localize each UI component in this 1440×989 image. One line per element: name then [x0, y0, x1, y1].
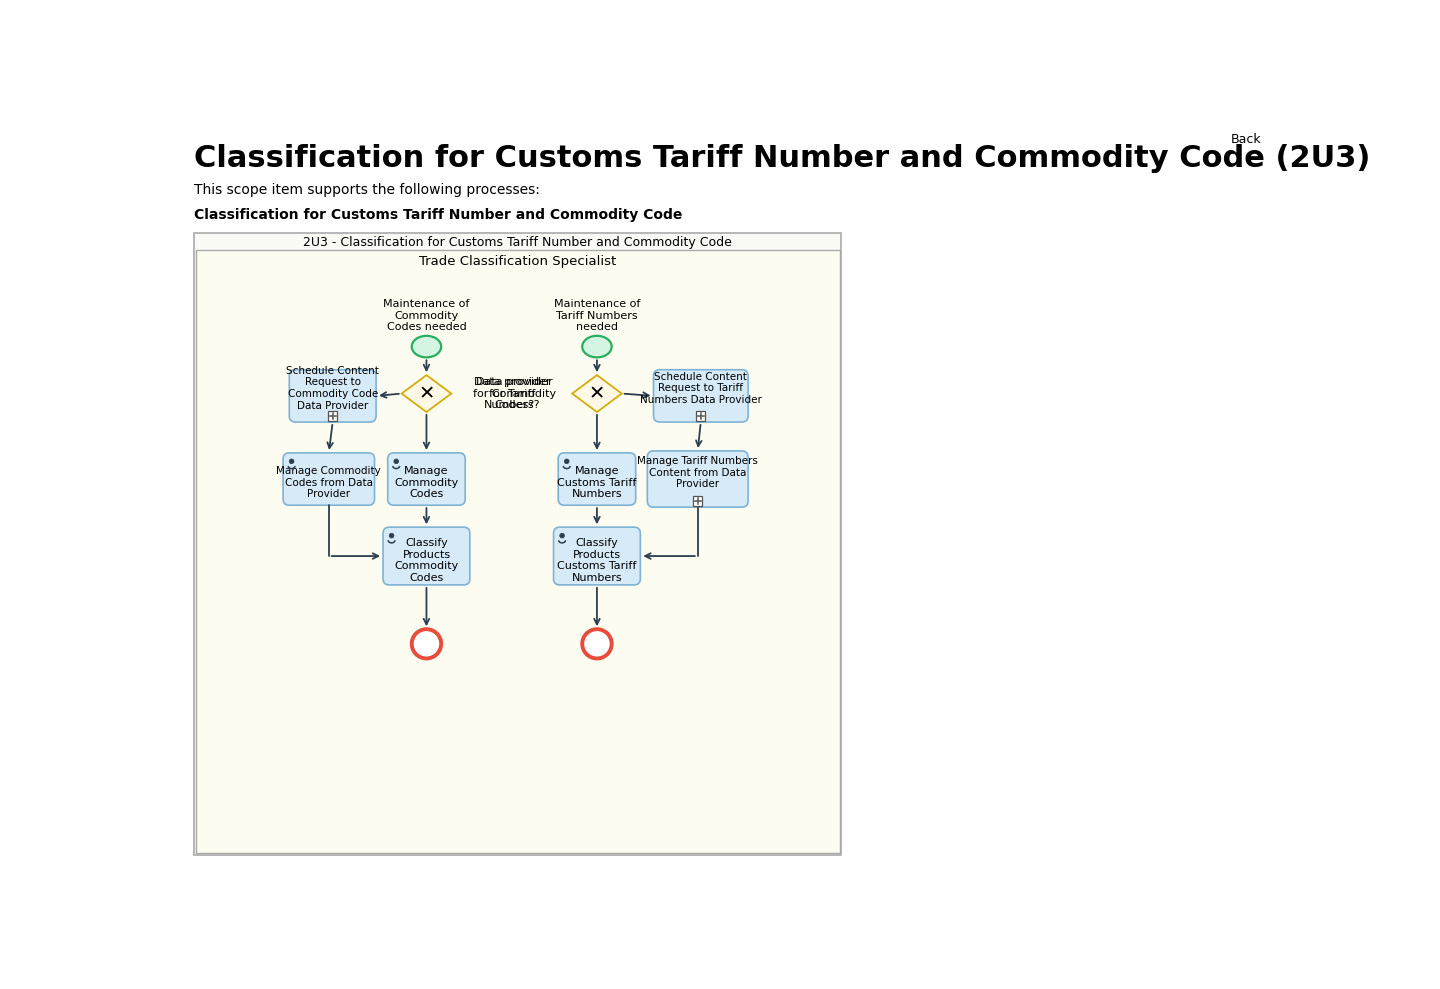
- Text: Manage Commodity
Codes from Data
Provider: Manage Commodity Codes from Data Provide…: [276, 466, 382, 499]
- Text: Classify
Products
Customs Tariff
Numbers: Classify Products Customs Tariff Numbers: [557, 538, 636, 584]
- FancyBboxPatch shape: [648, 451, 747, 507]
- Circle shape: [564, 459, 569, 464]
- Text: Manage
Commodity
Codes: Manage Commodity Codes: [395, 466, 458, 499]
- Polygon shape: [402, 375, 451, 412]
- Text: Trade Classification Specialist: Trade Classification Specialist: [419, 254, 616, 268]
- FancyBboxPatch shape: [387, 453, 465, 505]
- Text: ✕: ✕: [418, 384, 435, 404]
- Text: Classification for Customs Tariff Number and Commodity Code (2U3): Classification for Customs Tariff Number…: [194, 144, 1371, 173]
- Text: This scope item supports the following processes:: This scope item supports the following p…: [194, 183, 540, 197]
- Circle shape: [582, 629, 612, 659]
- Text: Schedule Content
Request to Tariff
Numbers Data Provider: Schedule Content Request to Tariff Numbe…: [639, 372, 762, 405]
- FancyBboxPatch shape: [284, 453, 374, 505]
- Circle shape: [389, 533, 395, 538]
- Circle shape: [289, 459, 294, 464]
- Circle shape: [560, 533, 564, 538]
- Circle shape: [395, 459, 399, 464]
- Text: Maintenance of
Tariff Numbers
needed: Maintenance of Tariff Numbers needed: [554, 300, 641, 332]
- Text: Manage
Customs Tariff
Numbers: Manage Customs Tariff Numbers: [557, 466, 636, 499]
- FancyBboxPatch shape: [289, 370, 376, 422]
- Circle shape: [412, 629, 441, 659]
- Text: 2U3 - Classification for Customs Tariff Number and Commodity Code: 2U3 - Classification for Customs Tariff …: [302, 236, 732, 249]
- Bar: [693, 496, 703, 505]
- Text: Classification for Customs Tariff Number and Commodity Code: Classification for Customs Tariff Number…: [194, 208, 683, 222]
- Ellipse shape: [412, 336, 441, 357]
- FancyBboxPatch shape: [559, 453, 635, 505]
- Text: ✕: ✕: [589, 384, 605, 404]
- Text: Data provider
for Tariff
Numbers?: Data provider for Tariff Numbers?: [474, 377, 550, 410]
- Bar: [194, 232, 841, 854]
- Text: Maintenance of
Commodity
Codes needed: Maintenance of Commodity Codes needed: [383, 300, 469, 332]
- Bar: [696, 411, 706, 420]
- FancyBboxPatch shape: [654, 370, 747, 422]
- Text: Schedule Content
Request to
Commodity Code
Data Provider: Schedule Content Request to Commodity Co…: [287, 366, 379, 410]
- Ellipse shape: [582, 336, 612, 357]
- FancyBboxPatch shape: [553, 527, 641, 584]
- Text: Back: Back: [1231, 133, 1261, 145]
- Text: Classify
Products
Commodity
Codes: Classify Products Commodity Codes: [395, 538, 458, 584]
- Text: Manage Tariff Numbers
Content from Data
Provider: Manage Tariff Numbers Content from Data …: [638, 456, 757, 490]
- Bar: [196, 249, 840, 854]
- Polygon shape: [572, 375, 622, 412]
- Bar: [328, 411, 337, 420]
- Text: Data provider
for Commodity
Codes?: Data provider for Commodity Codes?: [472, 377, 556, 410]
- FancyBboxPatch shape: [383, 527, 469, 584]
